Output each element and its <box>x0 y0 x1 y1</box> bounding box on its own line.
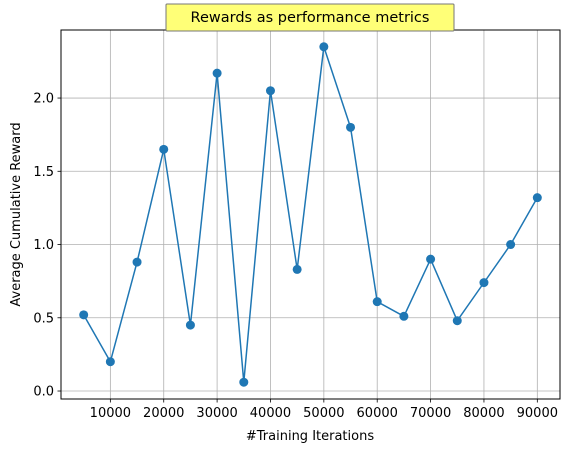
x-tick-label: 10000 <box>90 406 131 421</box>
data-point <box>532 193 542 203</box>
data-point <box>265 86 275 96</box>
x-tick-label: 60000 <box>357 406 398 421</box>
data-point <box>452 316 462 326</box>
y-axis-label: Average Cumulative Reward <box>9 122 24 306</box>
x-tick-label: 40000 <box>250 406 291 421</box>
data-point <box>79 310 89 320</box>
y-tick-label: 1.0 <box>33 238 54 253</box>
y-tick-label: 1.5 <box>33 165 54 180</box>
data-point <box>399 311 409 321</box>
x-axis-label: #Training Iterations <box>246 429 374 444</box>
axis-ticks: 10000 20000 30000 40000 50000 60000 70000 80000… <box>33 92 558 421</box>
series-line-path <box>83 46 538 383</box>
data-point <box>132 257 142 267</box>
y-tick-label: 0.0 <box>33 385 54 400</box>
data-point <box>319 42 329 52</box>
data-point <box>479 278 489 288</box>
x-tick-label: 90000 <box>517 406 558 421</box>
x-tick-label: 80000 <box>463 406 504 421</box>
series-line <box>83 46 538 383</box>
data-point <box>212 68 222 78</box>
x-tick-label: 70000 <box>410 406 451 421</box>
x-tick-label: 20000 <box>143 406 184 421</box>
data-point <box>159 144 169 154</box>
x-tick-label: 30000 <box>196 406 237 421</box>
data-point <box>239 377 249 387</box>
y-tick-label: 2.0 <box>33 92 54 107</box>
data-point <box>426 254 436 264</box>
data-point <box>185 320 195 330</box>
chart-title-box <box>165 3 455 32</box>
data-point <box>506 240 516 250</box>
chart-title: Rewards as performance metrics <box>191 10 430 26</box>
data-point <box>346 122 356 132</box>
series-points <box>79 42 542 387</box>
grid <box>61 30 560 399</box>
data-point <box>105 357 115 367</box>
y-tick-label: 0.5 <box>33 311 54 326</box>
data-point <box>372 297 382 307</box>
data-point <box>292 264 302 274</box>
x-tick-label: 50000 <box>303 406 344 421</box>
